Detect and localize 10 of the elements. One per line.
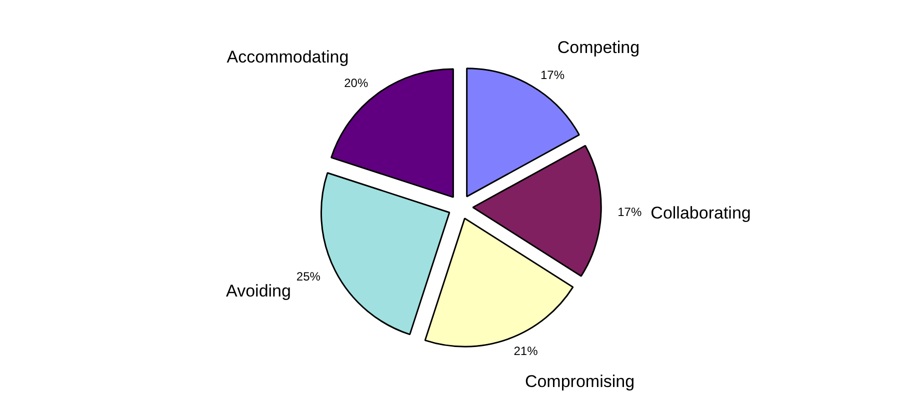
data-label: 20% — [344, 76, 368, 90]
data-label: 21% — [514, 344, 538, 358]
slice-label: Accommodating — [226, 48, 349, 67]
data-label: 25% — [296, 270, 321, 284]
data-label: 17% — [618, 204, 642, 219]
slice-label: Collaborating — [650, 203, 751, 222]
slice-label: Competing — [557, 38, 640, 57]
data-label: 17% — [540, 68, 565, 82]
slice-label: Avoiding — [226, 282, 291, 301]
slice-label: Compromising — [524, 372, 635, 391]
